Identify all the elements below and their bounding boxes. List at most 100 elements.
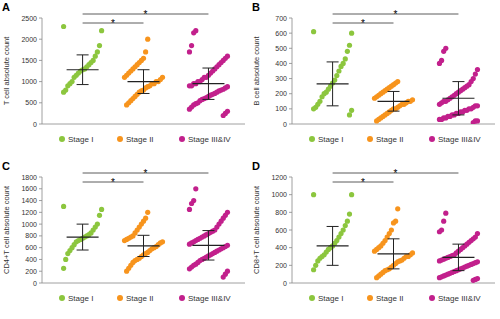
legend-label: Stage II [126,135,154,144]
y-tick [39,235,42,236]
point [471,278,476,283]
error-cap [327,105,339,106]
legend-marker [179,295,185,301]
y-tick-label: 1400 [21,197,37,204]
error-cap [77,54,89,55]
point [311,267,316,272]
error-bar [202,231,214,260]
point [471,120,476,124]
legend-marker [429,295,435,301]
error-cap [202,99,214,100]
point [61,90,66,95]
error-bar [388,91,400,111]
legend-marker [59,295,65,301]
panel: DCD8+T cell absolute count02004006008001… [252,160,495,303]
x-axis [292,124,495,125]
panel-label: A [2,1,10,13]
significance-label: * [111,18,115,29]
y-axis-label: CD4+T cell absolute count [2,185,11,274]
y-tick [289,124,292,125]
point [191,30,196,35]
y-tick-label: 1200 [271,174,287,181]
legend-marker [367,295,373,301]
y-tick [289,78,292,79]
legend-label: Stage I [68,135,93,144]
y-tick [39,212,42,213]
y-tick-label: 200 [275,262,287,269]
error-stem [82,224,83,250]
y-tick-label: 600 [25,244,37,251]
error-cap [388,111,400,112]
x-axis [42,283,245,284]
y-tick-label: 2000 [21,36,37,43]
y-axis [292,177,293,283]
y-tick [39,200,42,201]
error-bar [452,82,464,115]
significance-label: * [361,18,365,29]
point [391,220,396,225]
point [143,49,148,54]
panel-label: B [252,1,260,13]
error-stem [143,70,144,94]
error-stem [82,55,83,85]
legend-marker [309,136,315,142]
legend-label: Stage I [318,294,343,303]
y-tick-label: 1200 [21,209,37,216]
point [345,49,350,54]
error-stem [393,239,394,269]
point [441,49,446,54]
legend-marker [367,136,373,142]
significance-label: * [111,177,115,188]
point [311,29,316,34]
error-bar [77,224,89,250]
legend-marker [179,136,185,142]
y-tick [289,283,292,284]
y-tick-label: 1500 [21,57,37,64]
y-tick [39,102,42,103]
y-axis-label: T cell absolute count [2,36,11,106]
point [122,238,127,243]
point [347,212,352,217]
point [61,266,66,271]
y-tick [39,60,42,61]
error-bar [77,55,89,85]
y-tick [39,18,42,19]
y-tick [289,265,292,266]
point [437,275,442,280]
error-cap [138,69,150,70]
point [315,258,320,263]
significance-label: * [144,168,148,179]
y-tick [39,283,42,284]
x-axis [292,283,495,284]
y-tick-label: 500 [275,45,287,52]
legend-label: Stage III&IV [438,294,481,303]
point [189,43,194,48]
y-tick [289,18,292,19]
point [343,223,348,228]
y-tick-label: 100 [275,105,287,112]
error-cap [452,270,464,271]
error-cap [388,238,400,239]
y-tick [39,124,42,125]
y-tick-label: 0 [283,280,287,287]
error-bar [452,244,464,271]
plot-area [61,24,230,118]
y-tick-label: 300 [275,75,287,82]
legend-label: Stage III&IV [188,135,231,144]
legend-label: Stage II [126,294,154,303]
point [145,210,150,215]
y-tick-label: 200 [275,90,287,97]
point [311,106,316,111]
y-tick-label: 1000 [21,221,37,228]
error-cap [452,81,464,82]
y-tick [289,93,292,94]
error-cap [77,250,89,251]
y-tick [39,39,42,40]
point [475,67,480,72]
point [187,266,192,271]
panel-label: C [2,160,10,172]
legend-label: Stage I [318,135,343,144]
y-tick-label: 800 [25,232,37,239]
y-axis [42,18,43,124]
point [437,258,442,263]
